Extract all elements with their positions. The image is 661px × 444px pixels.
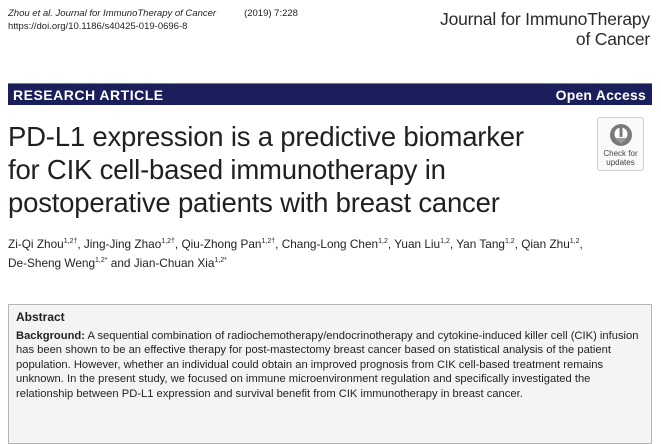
author-separator: ,	[449, 237, 457, 251]
author-name[interactable]: Chang-Long Chen	[281, 237, 379, 251]
author-affiliation-sup: 1,2*	[95, 257, 108, 264]
author-name[interactable]: Zi-Qi Zhou	[8, 237, 64, 251]
author-affiliation-sup: 1,2†	[63, 238, 78, 245]
citation-header: Zhou et al. Journal for ImmunoTherapy of…	[8, 7, 298, 33]
background-label: Background:	[16, 330, 85, 342]
check-label-line1: Check for	[603, 149, 638, 158]
abstract-background-paragraph: Background: A sequential combination of …	[16, 329, 643, 401]
author-name[interactable]: Qiu-Zhong Pan	[181, 237, 262, 251]
crossmark-icon	[609, 124, 632, 146]
citation-year-volume: (2019) 7:228	[244, 8, 298, 19]
citation-line: Zhou et al. Journal for ImmunoTherapy of…	[8, 7, 298, 20]
title-line-2: for CIK cell-based immunotherapy in	[8, 154, 446, 185]
author-affiliation-sup: 1,2†	[161, 238, 175, 245]
author-affiliation-sup: 1,2	[440, 238, 450, 245]
citation-journal: Journal for ImmunoTherapy of Cancer	[55, 8, 217, 19]
author-separator: and	[107, 256, 134, 270]
title-line-1: PD-L1 expression is a predictive biomark…	[8, 121, 524, 152]
citation-authors: Zhou et al.	[8, 8, 53, 19]
author-name[interactable]: Jian-Chuan Xia	[133, 256, 215, 270]
doi-link[interactable]: https://doi.org/10.1186/s40425-019-0696-…	[8, 21, 188, 32]
open-access-label: Open Access	[555, 86, 646, 103]
author-name[interactable]: Yuan Liu	[394, 237, 441, 251]
author-separator: ,	[514, 237, 522, 251]
author-separator: ,	[579, 237, 583, 251]
author-affiliation-sup: 1,2†	[261, 238, 276, 245]
article-title: PD-L1 expression is a predictive biomark…	[8, 120, 588, 219]
check-for-updates-label: Check for updates	[603, 149, 637, 167]
author-separator: ,	[275, 237, 282, 251]
background-text: A sequential combination of radiochemoth…	[16, 330, 639, 400]
author-name[interactable]: Qian Zhu	[521, 237, 570, 251]
article-type-label: RESEARCH ARTICLE	[13, 86, 164, 103]
author-name[interactable]: Jing-Jing Zhao	[83, 237, 162, 251]
check-label-line2: updates	[606, 158, 635, 167]
article-type-banner: RESEARCH ARTICLE Open Access	[8, 83, 652, 105]
author-affiliation-sup: 1,2*	[214, 257, 227, 264]
check-for-updates-button[interactable]: Check for updates	[597, 117, 644, 171]
author-separator: ,	[174, 237, 182, 251]
author-separator: ,	[77, 237, 84, 251]
author-affiliation-sup: 1,2	[569, 238, 580, 245]
abstract-box: Abstract Background: A sequential combin…	[8, 304, 652, 444]
abstract-heading: Abstract	[16, 310, 65, 324]
author-affiliation-sup: 1,2	[378, 238, 388, 245]
journal-name-line1: Journal for ImmunoTherapy	[440, 9, 650, 29]
author-separator: ,	[387, 237, 395, 251]
author-name[interactable]: De-Sheng Weng	[8, 256, 96, 270]
title-line-3: postoperative patients with breast cance…	[8, 187, 500, 218]
journal-logo-text: Journal for ImmunoTherapy of Cancer	[440, 9, 650, 49]
author-name[interactable]: Yan Tang	[456, 237, 505, 251]
journal-name-line2: of Cancer	[575, 29, 650, 49]
author-affiliation-sup: 1,2	[504, 238, 515, 245]
author-list: Zi-Qi Zhou1,2†, Jing-Jing Zhao1,2†, Qiu-…	[8, 235, 648, 273]
